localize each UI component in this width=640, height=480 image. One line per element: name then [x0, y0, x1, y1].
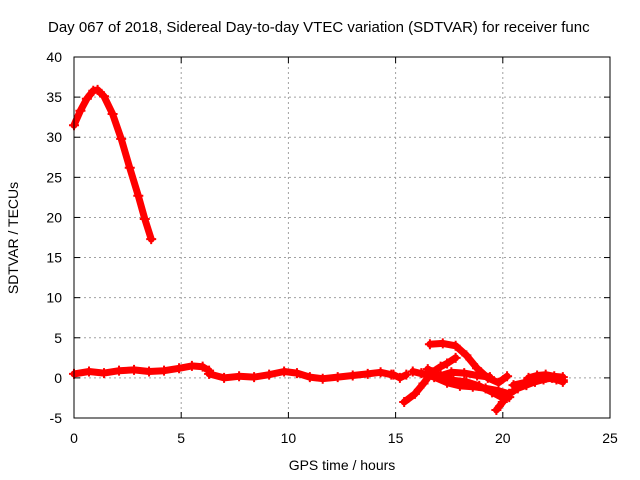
data-point — [504, 388, 515, 399]
data-point — [472, 370, 483, 381]
x-axis-title: GPS time / hours — [289, 457, 396, 473]
data-point — [146, 234, 157, 245]
y-tick-label: 20 — [46, 209, 62, 225]
data-point — [409, 388, 420, 399]
data-point — [197, 361, 208, 372]
data-point — [249, 372, 260, 383]
data-point — [448, 375, 459, 386]
x-tick-label: 10 — [281, 430, 297, 446]
data-point — [459, 368, 470, 379]
data-point — [279, 366, 290, 377]
data-point — [523, 372, 534, 383]
plot-frame — [73, 56, 611, 419]
data-point — [144, 366, 155, 377]
data-point — [435, 361, 446, 372]
y-tick-label: 10 — [46, 290, 62, 306]
y-tick-label: -5 — [50, 410, 63, 426]
data-point — [362, 368, 373, 379]
data-point — [129, 364, 140, 375]
data-point — [442, 358, 453, 369]
data-point — [508, 380, 519, 391]
data-point — [139, 214, 150, 225]
x-tick-label: 15 — [388, 430, 404, 446]
data-point — [107, 108, 118, 119]
data-point — [450, 340, 461, 351]
data-point — [446, 367, 457, 378]
data-point — [375, 367, 386, 378]
series-layer — [69, 84, 568, 415]
data-point — [435, 371, 446, 382]
y-tick-label: 25 — [46, 169, 62, 185]
data-point — [416, 368, 427, 379]
data-point — [291, 368, 302, 379]
data-point — [116, 133, 127, 144]
data-point — [75, 105, 86, 116]
data-point — [234, 371, 245, 382]
data-point — [264, 369, 275, 380]
data-point — [437, 338, 448, 349]
data-point — [540, 369, 551, 380]
data-point — [114, 365, 125, 376]
data-point — [388, 369, 399, 380]
data-point — [92, 84, 103, 95]
data-point — [317, 373, 328, 384]
data-point — [219, 372, 230, 383]
x-tick-label: 5 — [177, 430, 185, 446]
x-tick-label: 25 — [602, 430, 618, 446]
data-point — [450, 352, 461, 363]
chart-title: Day 067 of 2018, Sidereal Day-to-day VTE… — [48, 19, 590, 36]
y-tick-label: 40 — [46, 49, 62, 65]
data-point — [407, 366, 418, 377]
data-point — [81, 93, 92, 104]
data-point — [99, 91, 110, 102]
axis-ticks: 0 5 10 15 20 25 -5 0 5 10 15 20 25 30 35 40 — [46, 49, 618, 446]
data-point — [422, 364, 433, 375]
data-point — [484, 372, 495, 383]
y-axis-title: SDTVAR / TECUs — [5, 182, 21, 294]
data-point — [549, 371, 560, 382]
series-arc-1 — [70, 86, 155, 243]
data-point — [401, 369, 412, 380]
data-point — [84, 366, 95, 377]
data-point — [159, 365, 170, 376]
data-point — [332, 372, 343, 383]
data-point — [461, 350, 472, 361]
x-tick-label: 0 — [70, 430, 78, 446]
data-point — [474, 380, 485, 391]
data-point — [502, 371, 513, 382]
data-point — [133, 190, 144, 201]
data-point — [394, 372, 405, 383]
y-tick-label: 5 — [54, 330, 62, 346]
series-arc-2 — [70, 362, 213, 378]
data-point — [461, 376, 472, 387]
y-tick-label: 35 — [46, 89, 62, 105]
data-point — [99, 368, 110, 379]
data-point — [204, 368, 215, 379]
data-point — [399, 396, 410, 407]
data-point — [418, 378, 429, 389]
y-tick-label: 15 — [46, 250, 62, 266]
data-point — [304, 372, 315, 383]
data-point — [557, 372, 568, 383]
x-tick-label: 20 — [495, 430, 511, 446]
data-point — [124, 162, 135, 173]
data-point — [487, 387, 498, 398]
y-tick-label: 0 — [54, 370, 62, 386]
y-tick-label: 30 — [46, 129, 62, 145]
data-point — [174, 363, 185, 374]
data-point — [497, 396, 508, 407]
data-point — [347, 370, 358, 381]
data-point — [491, 404, 502, 415]
data-point — [532, 370, 543, 381]
data-point — [186, 360, 197, 371]
data-point — [424, 339, 435, 350]
grid — [74, 57, 610, 418]
